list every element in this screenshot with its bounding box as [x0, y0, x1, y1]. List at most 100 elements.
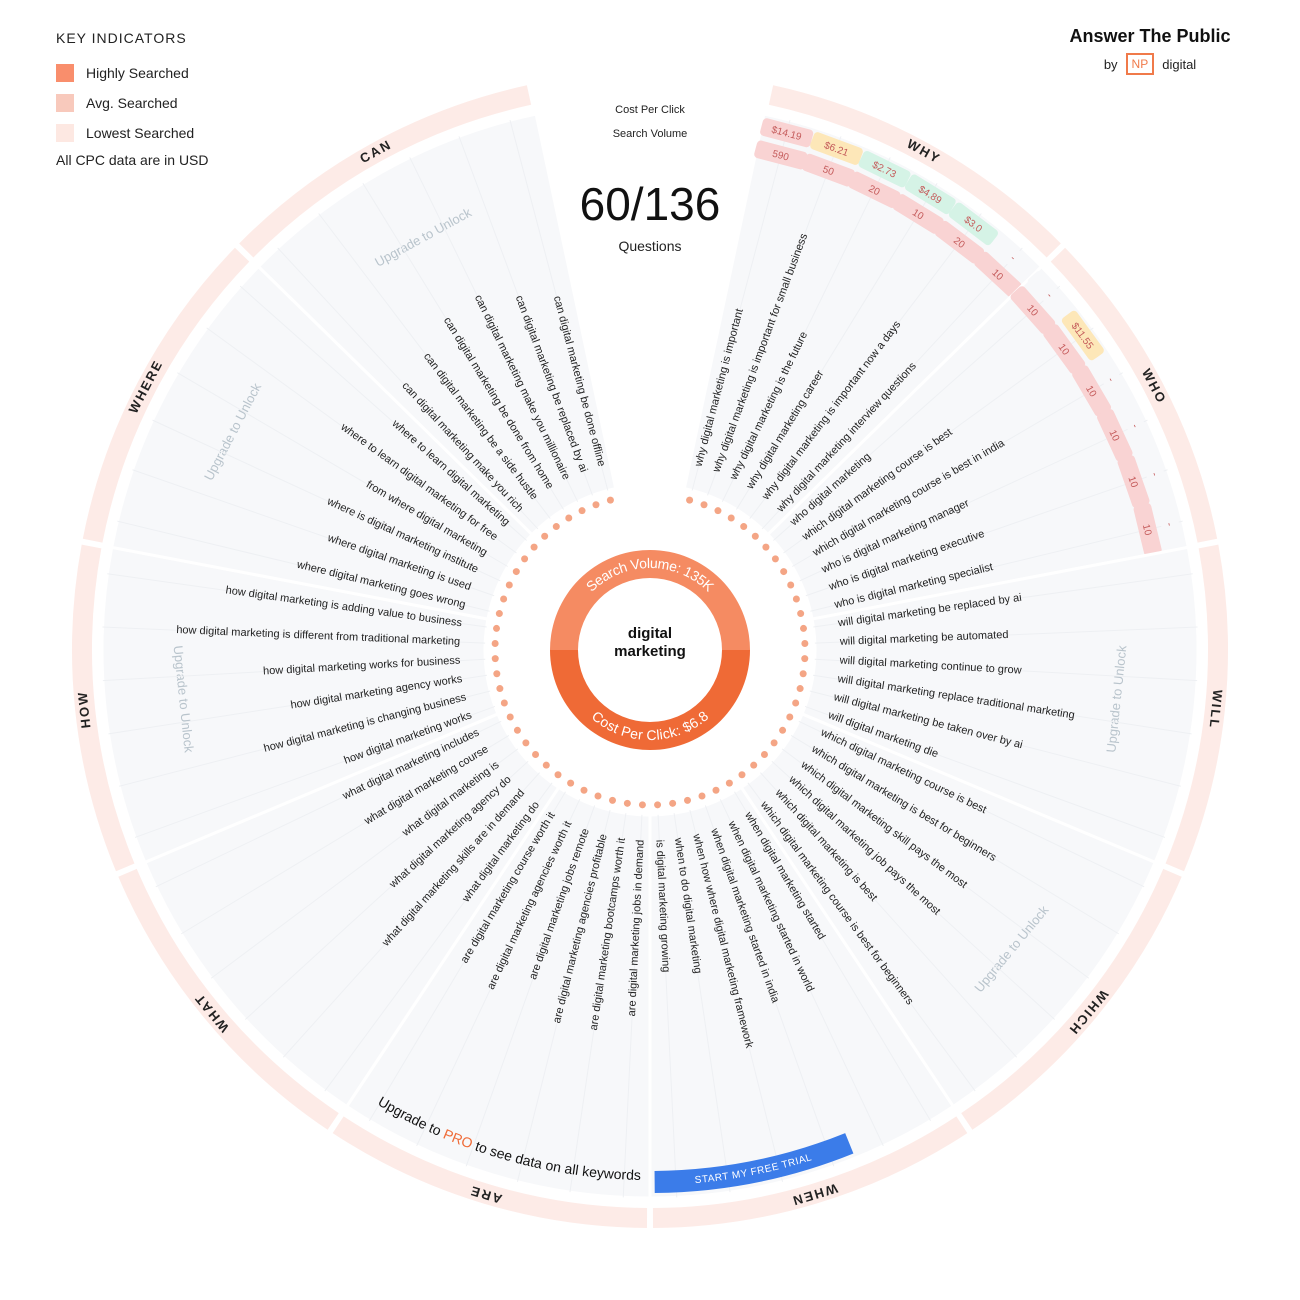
question-divider: [362, 182, 564, 510]
brand-name: Answer The Public: [1069, 26, 1231, 46]
question-dot: [521, 555, 529, 563]
cpc-badge: -: [1091, 353, 1131, 405]
question-divider: [152, 419, 501, 582]
volume-badge: 10: [892, 194, 944, 234]
question-dot: [683, 796, 691, 804]
legend-note: All CPC data are in USD: [56, 152, 209, 168]
question-divider: [102, 658, 486, 682]
question-dot: [792, 699, 800, 707]
question-dot: [762, 543, 770, 551]
cpc-badge: $3.0: [948, 202, 999, 246]
question-dot: [740, 523, 748, 531]
question-divider: [814, 658, 1198, 682]
question-dot: [496, 685, 504, 693]
question-divider: [798, 720, 1145, 888]
cpc-ring: [550, 650, 750, 750]
brand-suffix: digital: [1162, 56, 1197, 72]
question-dot: [506, 713, 514, 721]
trial-button[interactable]: [654, 1133, 854, 1193]
volume-label: Search Volume: [613, 128, 688, 140]
question-divider: [749, 213, 982, 519]
question-divider: [239, 285, 527, 541]
question-divider: [809, 690, 1181, 787]
cpc-label: Cost Per Click: [615, 104, 685, 116]
question-dot: [578, 507, 586, 515]
question-dot: [801, 640, 809, 648]
cpc-badge: $6.21: [810, 132, 863, 165]
question-dot: [738, 771, 746, 779]
question-dot: [669, 799, 677, 807]
question-dot: [542, 761, 550, 769]
question-dot: [512, 568, 520, 576]
question-divider: [210, 748, 519, 979]
volume-badge: 10: [1133, 503, 1162, 557]
cpc-badge: -: [1027, 271, 1073, 319]
volume-badge: 10: [1010, 286, 1056, 334]
section-bg: [682, 112, 1044, 537]
question-divider: [509, 120, 609, 491]
section-bg: [142, 711, 561, 1109]
cpc-badge: -: [1155, 497, 1185, 551]
question-dot: [500, 595, 508, 603]
section-ring: [1165, 544, 1228, 872]
question-dot: [609, 796, 617, 804]
question-dot: [493, 670, 501, 678]
question-divider: [622, 814, 643, 1198]
volume-badge: 10: [1117, 455, 1150, 509]
section-ring: [332, 1116, 648, 1228]
cpc-badge: -: [1139, 447, 1172, 501]
section-bg: [765, 264, 1191, 621]
question-dot: [638, 801, 646, 809]
question-divider: [736, 182, 938, 510]
question-divider: [691, 120, 791, 491]
cpc-badge: -: [989, 234, 1038, 281]
question-divider: [689, 809, 784, 1182]
question-divider: [368, 791, 566, 1121]
question-dot: [797, 610, 805, 618]
question-divider: [810, 520, 1183, 612]
question-divider: [102, 626, 486, 644]
question-dot: [565, 514, 573, 522]
section-bg: [739, 711, 1158, 1109]
question-divider: [108, 674, 488, 735]
question-divider: [324, 782, 553, 1092]
volume-badge: 20: [848, 171, 901, 208]
question-dot: [493, 624, 501, 632]
volume-badge: 10: [1072, 365, 1112, 417]
volume-value: 20: [867, 183, 882, 198]
brand[interactable]: Answer The Public by NP digital: [1040, 26, 1260, 75]
question-dot: [592, 501, 600, 509]
volume-value: 50: [821, 164, 836, 178]
question-dot: [530, 543, 538, 551]
question-divider: [721, 157, 891, 502]
section-ring: [239, 85, 532, 258]
question-divider: [790, 735, 1119, 935]
question-dot: [594, 792, 602, 800]
question-dot: [787, 581, 795, 589]
volume-value: 10: [1140, 523, 1153, 537]
question-dot: [491, 640, 499, 648]
section-label: HOW: [75, 690, 94, 729]
question-dot: [491, 655, 499, 663]
section-bg: [344, 785, 652, 1200]
question-dot: [541, 532, 549, 540]
question-dot: [552, 523, 560, 531]
section-bg: [256, 112, 618, 537]
legend-item: Highly Searched: [56, 58, 209, 88]
question-count-label: Questions: [618, 238, 681, 254]
volume-value: 10: [1125, 475, 1139, 490]
question-dot: [532, 751, 540, 759]
question-dot: [513, 726, 521, 734]
question-divider: [117, 520, 490, 612]
question-dot: [801, 655, 809, 663]
section-ring: [768, 85, 1061, 258]
question-divider: [812, 674, 1192, 735]
brand-badge: NP: [1125, 53, 1155, 75]
section-bg: [109, 264, 535, 621]
legend-title: KEY INDICATORS: [56, 30, 187, 46]
question-divider: [814, 626, 1198, 644]
section-ring: [82, 247, 250, 543]
volume-badge: 50: [802, 153, 855, 187]
cpc-value: -: [1163, 522, 1174, 528]
